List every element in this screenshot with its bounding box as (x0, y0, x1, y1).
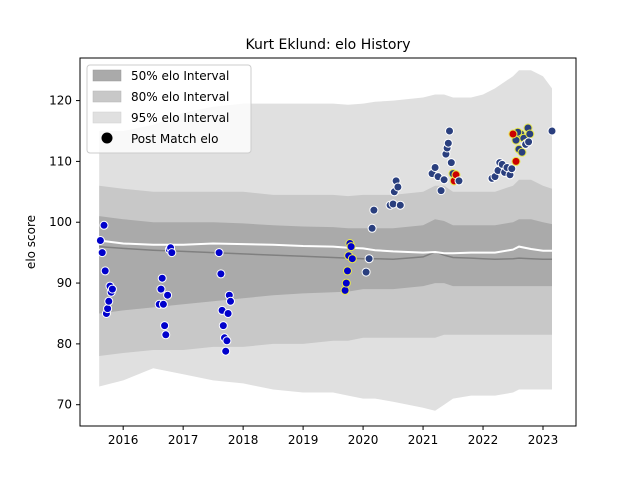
data-point (430, 163, 440, 172)
data-point (107, 284, 117, 294)
band-50 (99, 216, 552, 314)
legend-swatch-95 (92, 111, 122, 124)
data-point (103, 304, 113, 314)
y-tick-label: 90 (57, 276, 72, 290)
data-point (226, 296, 235, 306)
data-point (218, 321, 228, 331)
data-point (367, 223, 377, 233)
data-point (158, 299, 168, 309)
data-point (214, 248, 224, 258)
data-point (161, 330, 171, 340)
data-point (99, 220, 109, 230)
legend-box (86, 64, 252, 154)
x-tick-label: 2022 (468, 433, 499, 447)
y-tick-label: 120 (49, 94, 72, 108)
legend: 50% elo Interval 80% elo Interval 95% el… (86, 64, 252, 154)
x-tick-label: 2017 (168, 433, 199, 447)
data-point (364, 254, 374, 264)
y-tick-label: 70 (57, 398, 72, 412)
data-point (341, 278, 351, 288)
legend-label-50: 50% elo Interval (131, 69, 229, 83)
y-axis: 70 80 90 100 110 120 (49, 94, 80, 412)
x-tick-label: 2016 (108, 433, 139, 447)
legend-swatch-80 (92, 90, 122, 103)
axes-frame (79, 57, 577, 427)
data-point (439, 175, 449, 185)
y-tick-label: 110 (49, 154, 72, 168)
y-axis-label: elo score (24, 215, 38, 269)
data-point (347, 254, 357, 264)
data-point (163, 290, 173, 300)
data-point (369, 205, 379, 215)
data-point (216, 269, 226, 279)
data-point (104, 296, 114, 306)
data-point (446, 158, 456, 168)
data-point (343, 266, 352, 276)
data-point (508, 129, 518, 139)
data-point (361, 267, 371, 277)
data-point (525, 129, 535, 139)
data-point (388, 199, 398, 209)
data-point (221, 346, 231, 356)
interval-bands (99, 70, 552, 411)
y-tick-label: 80 (57, 337, 72, 351)
data-point (95, 236, 105, 245)
post-match-points (95, 123, 557, 356)
data-point (517, 147, 527, 157)
data-point (507, 164, 517, 174)
data-point (156, 284, 166, 294)
data-point (97, 248, 107, 258)
data-point (443, 138, 453, 148)
chart-title: Kurt Eklund: elo History (245, 37, 410, 53)
x-tick-label: 2020 (348, 433, 379, 447)
data-point (547, 126, 557, 136)
data-point (454, 176, 464, 186)
data-point (340, 285, 350, 295)
data-point (436, 186, 446, 196)
data-point (524, 137, 534, 147)
mean-line (99, 239, 552, 255)
data-point (393, 182, 403, 192)
data-point (346, 242, 356, 252)
data-point (167, 248, 177, 258)
data-point (160, 321, 170, 331)
data-point (222, 336, 232, 346)
legend-label-95: 95% elo Interval (131, 111, 229, 125)
legend-label-post-match: Post Match elo (131, 132, 218, 146)
trend-lines (99, 239, 552, 261)
data-point (511, 156, 521, 166)
legend-marker-post-match (101, 132, 113, 144)
data-point (100, 266, 110, 276)
data-point (445, 126, 454, 136)
x-tick-label: 2018 (228, 433, 259, 447)
x-tick-label: 2019 (288, 433, 319, 447)
legend-swatch-50 (92, 69, 122, 82)
data-point (395, 200, 405, 210)
legend-label-80: 80% elo Interval (131, 90, 229, 104)
x-tick-label: 2023 (528, 433, 559, 447)
x-axis: 2016 2017 2018 2019 2020 2021 2022 2023 (108, 426, 558, 447)
y-tick-label: 100 (49, 215, 72, 229)
data-point (157, 273, 167, 283)
x-tick-label: 2021 (408, 433, 439, 447)
data-point (223, 309, 233, 318)
median-line (99, 245, 552, 261)
